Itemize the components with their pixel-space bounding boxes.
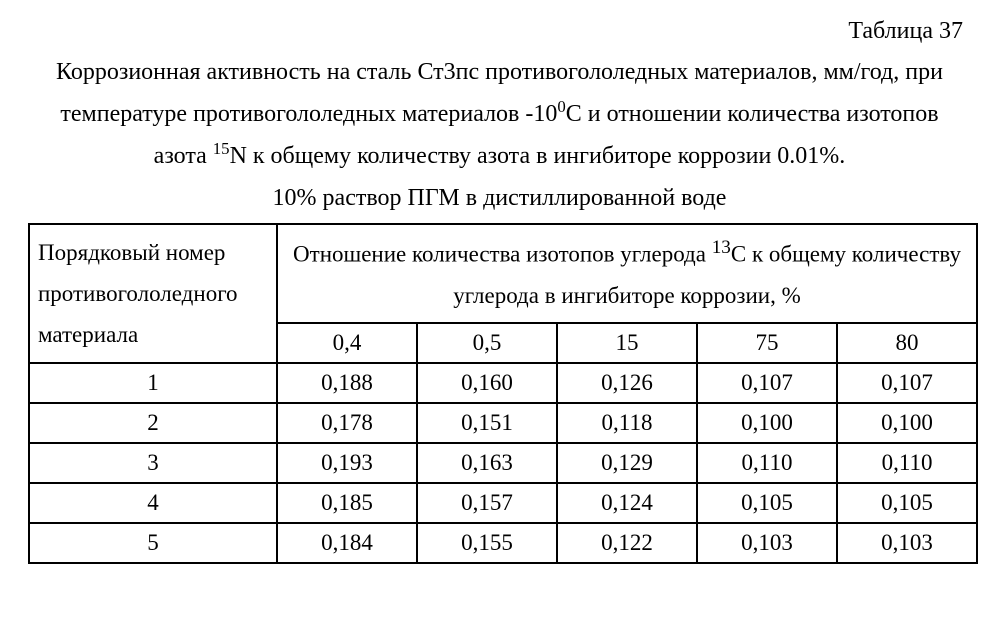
cell: 0,103 [697,523,837,563]
cell: 0,155 [417,523,557,563]
cell: 0,178 [277,403,417,443]
table-body: 1 0,188 0,160 0,126 0,107 0,107 2 0,178 … [29,363,977,563]
cell: 0,160 [417,363,557,403]
cell: 0,107 [697,363,837,403]
cell: 0,129 [557,443,697,483]
cell: 0,188 [277,363,417,403]
data-table: Порядковый номер противогололедного мате… [28,223,978,564]
cell: 0,110 [837,443,977,483]
cell: 0,126 [557,363,697,403]
cell: 0,122 [557,523,697,563]
cell: 0,185 [277,483,417,523]
table-row: 2 0,178 0,151 0,118 0,100 0,100 [29,403,977,443]
cell: 0,157 [417,483,557,523]
cell: 0,151 [417,403,557,443]
row-index: 5 [29,523,277,563]
row-index: 4 [29,483,277,523]
table-number-label: Таблица 37 [28,18,971,45]
cell: 0,103 [837,523,977,563]
cell: 0,124 [557,483,697,523]
column-header: 15 [557,323,697,363]
cell: 0,118 [557,403,697,443]
column-header: 75 [697,323,837,363]
table-row: 3 0,193 0,163 0,129 0,110 0,110 [29,443,977,483]
cell: 0,105 [697,483,837,523]
table-row: 4 0,185 0,157 0,124 0,105 0,105 [29,483,977,523]
column-header: 0,5 [417,323,557,363]
row-header-label: Порядковый номер противогололедного мате… [29,224,277,363]
cell: 0,110 [697,443,837,483]
cell: 0,163 [417,443,557,483]
column-super-header: Отношение количества изотопов углерода 1… [277,224,977,323]
table-caption: Коррозионная активность на сталь Ст3пс п… [48,51,951,219]
cell: 0,100 [837,403,977,443]
cell: 0,105 [837,483,977,523]
row-index: 2 [29,403,277,443]
column-header: 0,4 [277,323,417,363]
row-index: 3 [29,443,277,483]
column-header: 80 [837,323,977,363]
row-index: 1 [29,363,277,403]
table-row: 5 0,184 0,155 0,122 0,103 0,103 [29,523,977,563]
cell: 0,107 [837,363,977,403]
page: Таблица 37 Коррозионная активность на ст… [0,0,999,625]
table-row: 1 0,188 0,160 0,126 0,107 0,107 [29,363,977,403]
cell: 0,193 [277,443,417,483]
cell: 0,184 [277,523,417,563]
cell: 0,100 [697,403,837,443]
